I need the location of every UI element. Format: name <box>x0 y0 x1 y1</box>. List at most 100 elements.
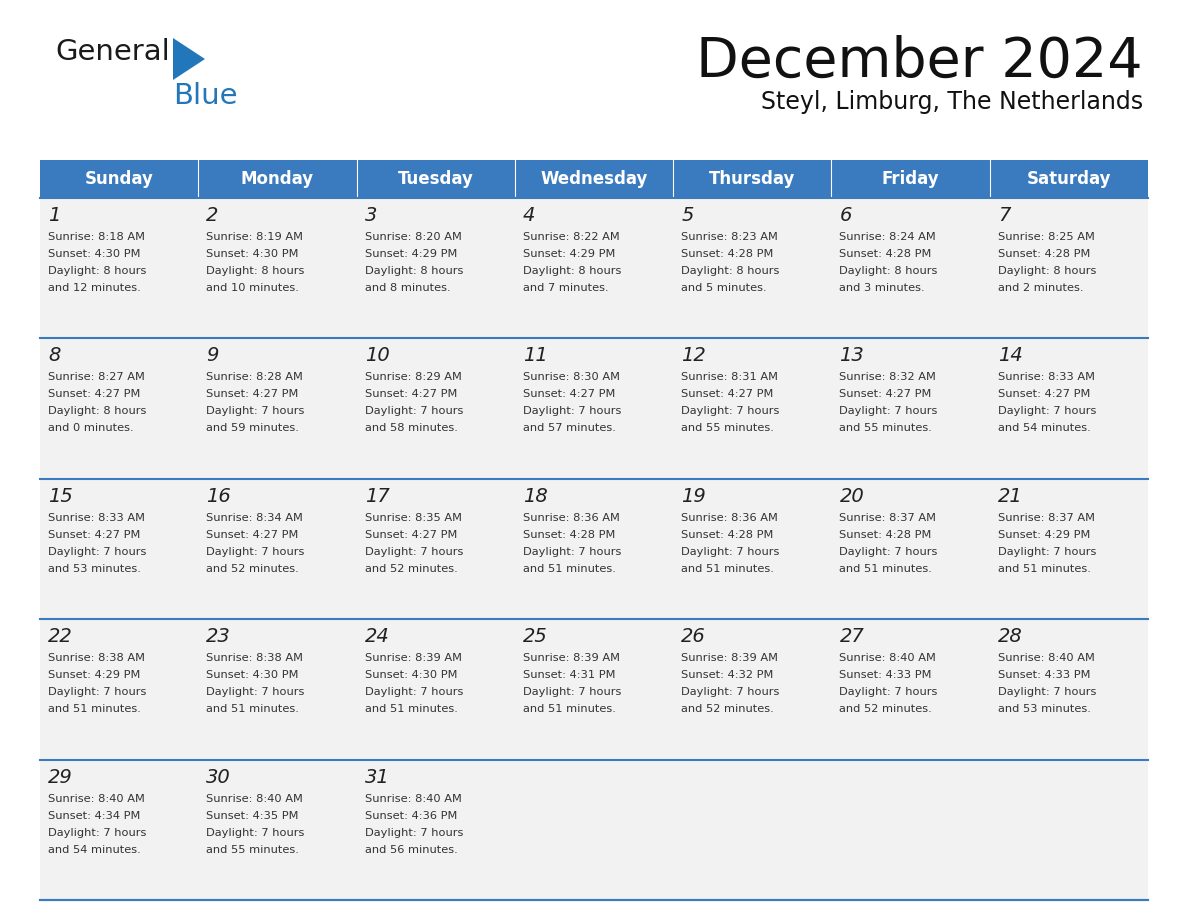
Text: Sunset: 4:27 PM: Sunset: 4:27 PM <box>998 389 1091 399</box>
Text: Sunrise: 8:34 AM: Sunrise: 8:34 AM <box>207 513 303 522</box>
Text: 16: 16 <box>207 487 230 506</box>
Text: 30: 30 <box>207 767 230 787</box>
Text: Sunrise: 8:35 AM: Sunrise: 8:35 AM <box>365 513 462 522</box>
Text: Sunrise: 8:40 AM: Sunrise: 8:40 AM <box>365 793 461 803</box>
Text: Sunrise: 8:20 AM: Sunrise: 8:20 AM <box>365 232 461 242</box>
Text: Sunset: 4:28 PM: Sunset: 4:28 PM <box>840 249 931 259</box>
Text: Sunset: 4:29 PM: Sunset: 4:29 PM <box>365 249 457 259</box>
Text: 13: 13 <box>840 346 864 365</box>
Text: Sunset: 4:27 PM: Sunset: 4:27 PM <box>48 530 140 540</box>
Text: and 52 minutes.: and 52 minutes. <box>365 564 457 574</box>
Text: Daylight: 7 hours: Daylight: 7 hours <box>48 547 146 557</box>
Bar <box>514 479 674 620</box>
Bar <box>990 479 1148 620</box>
Text: Daylight: 8 hours: Daylight: 8 hours <box>840 266 937 276</box>
Text: Sunrise: 8:19 AM: Sunrise: 8:19 AM <box>207 232 303 242</box>
Text: and 7 minutes.: and 7 minutes. <box>523 283 608 293</box>
Bar <box>198 160 356 198</box>
Text: Sunrise: 8:40 AM: Sunrise: 8:40 AM <box>840 654 936 663</box>
Text: and 55 minutes.: and 55 minutes. <box>207 845 299 855</box>
Text: Daylight: 7 hours: Daylight: 7 hours <box>207 828 304 837</box>
Text: and 51 minutes.: and 51 minutes. <box>523 704 615 714</box>
Text: and 56 minutes.: and 56 minutes. <box>365 845 457 855</box>
Text: Sunset: 4:33 PM: Sunset: 4:33 PM <box>998 670 1091 680</box>
Text: Sunrise: 8:28 AM: Sunrise: 8:28 AM <box>207 373 303 383</box>
Text: Sunset: 4:29 PM: Sunset: 4:29 PM <box>48 670 140 680</box>
Text: Sunset: 4:27 PM: Sunset: 4:27 PM <box>48 389 140 399</box>
Bar <box>40 339 198 479</box>
Bar <box>356 198 514 339</box>
Bar <box>40 198 198 339</box>
Text: 26: 26 <box>681 627 706 646</box>
Text: 1: 1 <box>48 206 61 225</box>
Text: and 52 minutes.: and 52 minutes. <box>681 704 773 714</box>
Text: Sunset: 4:34 PM: Sunset: 4:34 PM <box>48 811 140 821</box>
Text: Daylight: 8 hours: Daylight: 8 hours <box>48 407 146 417</box>
Text: Sunset: 4:28 PM: Sunset: 4:28 PM <box>840 530 931 540</box>
Text: and 2 minutes.: and 2 minutes. <box>998 283 1083 293</box>
Text: 6: 6 <box>840 206 852 225</box>
Text: Sunrise: 8:18 AM: Sunrise: 8:18 AM <box>48 232 145 242</box>
Text: Daylight: 7 hours: Daylight: 7 hours <box>48 688 146 697</box>
Text: Daylight: 7 hours: Daylight: 7 hours <box>365 688 463 697</box>
Polygon shape <box>173 38 206 80</box>
Text: Saturday: Saturday <box>1026 170 1111 188</box>
Bar <box>198 479 356 620</box>
Text: Sunrise: 8:25 AM: Sunrise: 8:25 AM <box>998 232 1094 242</box>
Text: and 51 minutes.: and 51 minutes. <box>207 704 299 714</box>
Text: Sunset: 4:35 PM: Sunset: 4:35 PM <box>207 811 299 821</box>
Text: Sunrise: 8:33 AM: Sunrise: 8:33 AM <box>48 513 145 522</box>
Text: Sunrise: 8:29 AM: Sunrise: 8:29 AM <box>365 373 461 383</box>
Text: and 59 minutes.: and 59 minutes. <box>207 423 299 433</box>
Text: and 53 minutes.: and 53 minutes. <box>998 704 1091 714</box>
Text: Sunset: 4:36 PM: Sunset: 4:36 PM <box>365 811 457 821</box>
Text: Sunset: 4:27 PM: Sunset: 4:27 PM <box>207 389 298 399</box>
Bar <box>832 620 990 759</box>
Text: Daylight: 7 hours: Daylight: 7 hours <box>840 688 937 697</box>
Bar <box>990 620 1148 759</box>
Text: and 8 minutes.: and 8 minutes. <box>365 283 450 293</box>
Text: Daylight: 7 hours: Daylight: 7 hours <box>840 407 937 417</box>
Text: Sunset: 4:29 PM: Sunset: 4:29 PM <box>523 249 615 259</box>
Bar <box>674 759 832 900</box>
Bar <box>198 198 356 339</box>
Text: Sunset: 4:32 PM: Sunset: 4:32 PM <box>681 670 773 680</box>
Text: Sunset: 4:30 PM: Sunset: 4:30 PM <box>207 249 299 259</box>
Text: Daylight: 7 hours: Daylight: 7 hours <box>207 688 304 697</box>
Text: Sunrise: 8:36 AM: Sunrise: 8:36 AM <box>523 513 620 522</box>
Text: December 2024: December 2024 <box>696 35 1143 89</box>
Text: Daylight: 7 hours: Daylight: 7 hours <box>523 688 621 697</box>
Text: Daylight: 8 hours: Daylight: 8 hours <box>681 266 779 276</box>
Text: Sunset: 4:31 PM: Sunset: 4:31 PM <box>523 670 615 680</box>
Text: Sunrise: 8:40 AM: Sunrise: 8:40 AM <box>48 793 145 803</box>
Text: Daylight: 7 hours: Daylight: 7 hours <box>365 547 463 557</box>
Text: Tuesday: Tuesday <box>398 170 474 188</box>
Text: and 55 minutes.: and 55 minutes. <box>681 423 775 433</box>
Text: 22: 22 <box>48 627 72 646</box>
Text: Daylight: 7 hours: Daylight: 7 hours <box>523 547 621 557</box>
Text: Sunset: 4:27 PM: Sunset: 4:27 PM <box>365 389 457 399</box>
Bar <box>832 198 990 339</box>
Text: Sunrise: 8:23 AM: Sunrise: 8:23 AM <box>681 232 778 242</box>
Text: Daylight: 7 hours: Daylight: 7 hours <box>681 547 779 557</box>
Text: and 52 minutes.: and 52 minutes. <box>207 564 299 574</box>
Text: 4: 4 <box>523 206 536 225</box>
Text: Sunset: 4:28 PM: Sunset: 4:28 PM <box>681 249 773 259</box>
Text: Daylight: 7 hours: Daylight: 7 hours <box>998 688 1097 697</box>
Text: Sunrise: 8:39 AM: Sunrise: 8:39 AM <box>523 654 620 663</box>
Text: and 3 minutes.: and 3 minutes. <box>840 283 925 293</box>
Text: Daylight: 8 hours: Daylight: 8 hours <box>998 266 1097 276</box>
Text: Sunrise: 8:40 AM: Sunrise: 8:40 AM <box>998 654 1094 663</box>
Text: Daylight: 7 hours: Daylight: 7 hours <box>840 547 937 557</box>
Bar <box>356 759 514 900</box>
Bar <box>514 759 674 900</box>
Text: 27: 27 <box>840 627 864 646</box>
Text: Sunset: 4:28 PM: Sunset: 4:28 PM <box>681 530 773 540</box>
Bar <box>514 160 674 198</box>
Text: Friday: Friday <box>881 170 940 188</box>
Text: General: General <box>55 38 170 66</box>
Bar <box>990 339 1148 479</box>
Text: Sunset: 4:28 PM: Sunset: 4:28 PM <box>523 530 615 540</box>
Text: 17: 17 <box>365 487 390 506</box>
Text: and 51 minutes.: and 51 minutes. <box>681 564 775 574</box>
